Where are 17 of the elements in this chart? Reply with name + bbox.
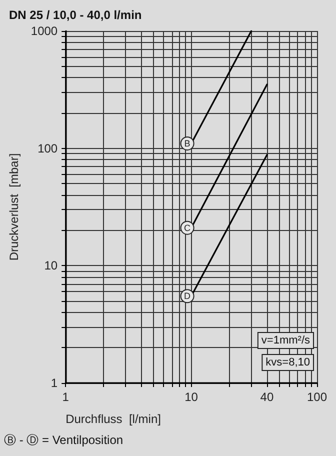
y-tick-label: 1000	[30, 24, 58, 38]
series-label: B	[184, 138, 190, 148]
text: Ⓑ - Ⓓ = Ventilposition	[4, 433, 124, 447]
series-label: D	[184, 291, 192, 302]
x-axis-title: Durchfluss [l/min]	[66, 412, 161, 426]
y-axis-title: Druckverlust [mbar]	[7, 153, 21, 261]
annotation: v=1mm²/s	[261, 334, 310, 346]
y-tick-label: 1	[50, 376, 58, 390]
x-tick-label: 100	[306, 390, 328, 404]
y-tick-label: 10	[44, 258, 58, 273]
y-tick-label: 100	[38, 141, 58, 156]
annotation: kvs=8,10	[266, 356, 310, 368]
x-tick-label: 1	[62, 390, 70, 404]
x-tick-label: 10	[184, 390, 198, 404]
chart-title: DN 25 / 10,0 - 40,0 l/min	[9, 8, 142, 22]
x-tick-label: 40	[260, 390, 274, 404]
series-label: C	[184, 222, 192, 233]
